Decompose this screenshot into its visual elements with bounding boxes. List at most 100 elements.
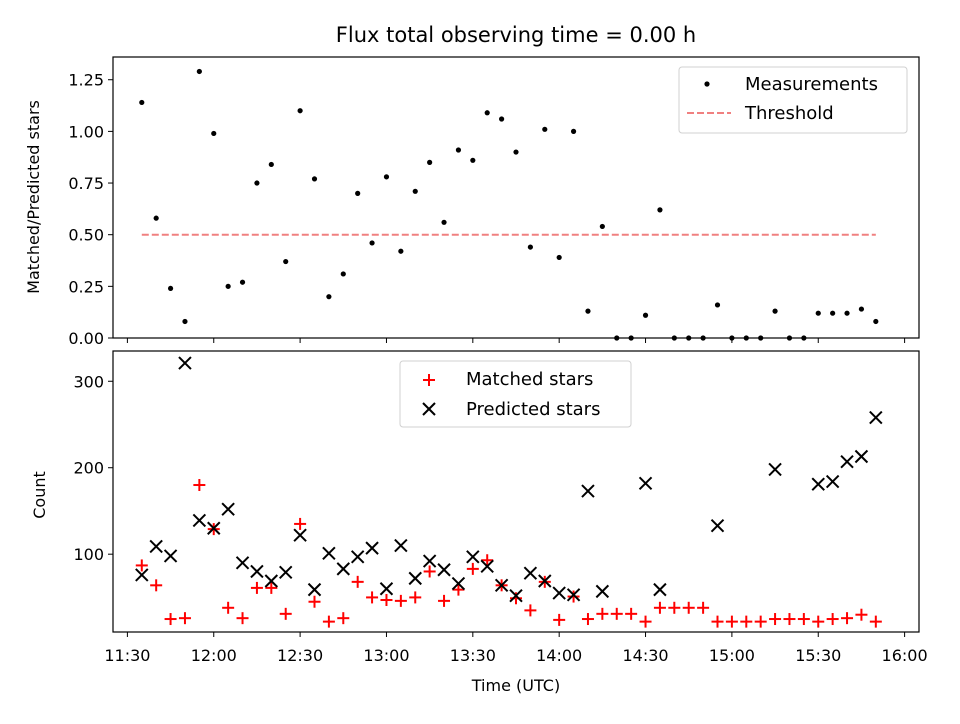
ratio-legend: Measurements Threshold — [678, 66, 908, 134]
x-tick-label: 14:00 — [536, 646, 582, 665]
matched-stars-point — [553, 613, 566, 626]
measurement-point — [844, 310, 850, 316]
matched-stars-point — [668, 601, 681, 614]
matched-stars-point — [236, 612, 249, 625]
matched-stars-point — [380, 594, 393, 607]
predicted-stars-point — [307, 582, 322, 597]
matched-stars-point — [812, 615, 825, 628]
predicted-stars-point — [494, 578, 509, 593]
predicted-stars-point — [437, 563, 451, 577]
predicted-stars-point — [825, 474, 840, 489]
matched-stars-point — [438, 594, 451, 607]
predicted-stars-point — [422, 554, 437, 568]
matched-stars-point — [783, 613, 796, 626]
y-tick-label-ratio: 0.00 — [68, 329, 104, 348]
matched-stars-point — [610, 607, 623, 620]
predicted-stars-point — [322, 546, 336, 561]
measurement-point — [326, 294, 332, 300]
matched-stars-point — [797, 613, 810, 626]
measurement-point — [153, 215, 159, 221]
matched-stars-point — [769, 613, 782, 626]
measurement-point — [455, 147, 462, 153]
measurement-point — [772, 308, 778, 314]
y-axis-label-ratio: Matched/Predicted stars — [24, 100, 43, 294]
matched-stars-point — [193, 479, 206, 492]
y-tick-label-count: 200 — [73, 459, 104, 478]
ratio-panel: Flux total observing time = 0.00 h Match… — [24, 23, 920, 348]
measurement-point — [211, 130, 217, 137]
predicted-stars-point — [149, 539, 163, 554]
measurement-point — [470, 157, 476, 163]
x-tick-label: 12:00 — [191, 646, 237, 665]
count-plot-frame — [112, 350, 920, 633]
matched-stars-point — [855, 608, 868, 621]
matched-stars-point — [250, 581, 263, 594]
predicted-stars-point — [552, 586, 566, 600]
y-axis-label-count: Count — [30, 471, 49, 519]
measurement-point — [139, 99, 145, 106]
y-tick-label-ratio: 0.50 — [68, 226, 104, 245]
measurement-point — [225, 283, 231, 289]
predicted-stars-point — [595, 584, 610, 599]
predicted-stars-point — [581, 484, 595, 498]
ratio-legend-box — [678, 66, 908, 134]
measurement-point — [340, 271, 346, 277]
predicted-stars-point — [235, 556, 250, 570]
measurement-point — [815, 310, 821, 316]
measurement-point — [642, 312, 649, 318]
matched-stars-point — [740, 615, 753, 628]
legend-predicted-marker — [422, 402, 436, 416]
matched-stars-point — [524, 604, 537, 617]
x-tick-label: 15:30 — [795, 646, 841, 665]
matched-stars-point — [394, 594, 407, 607]
predicted-stars-point — [811, 477, 825, 491]
measurement-point — [167, 285, 174, 292]
x-tick-label: 16:00 — [882, 646, 928, 665]
predicted-stars-point — [279, 565, 293, 580]
predicted-stars-point — [638, 476, 653, 490]
y-tick-label-count: 300 — [73, 372, 104, 391]
predicted-stars-point — [408, 571, 422, 586]
matched-stars-point — [366, 591, 379, 604]
count-panel: Count Time (UTC) 100 200 300 11:30 12:00 12:3… — [30, 350, 928, 695]
predicted-stars-point — [451, 576, 466, 591]
predicted-stars-point — [840, 454, 854, 469]
matched-stars-point — [653, 601, 666, 614]
measurement-point — [499, 116, 505, 122]
predicted-stars-point — [480, 559, 494, 573]
measurement-point — [873, 318, 879, 325]
measurement-point — [858, 306, 865, 312]
y-tick-label-ratio: 0.25 — [68, 277, 104, 296]
predicted-stars-point — [379, 582, 394, 596]
predicted-stars-point — [653, 582, 667, 597]
predicted-stars-point — [466, 550, 480, 564]
matched-stars-point — [481, 554, 494, 567]
predicted-stars-point — [394, 538, 408, 553]
count-axes: 100 200 300 11:30 12:00 12:30 13:00 13:30 14:00 1… — [73, 372, 927, 665]
measurement-point — [268, 161, 274, 168]
matched-stars-point — [222, 601, 235, 614]
predicted-stars-point — [566, 588, 581, 602]
matched-stars-point — [150, 579, 163, 592]
measurement-point — [182, 318, 188, 325]
measurement-point — [542, 126, 548, 132]
predicted-stars-point — [250, 564, 264, 579]
matched-stars-point — [581, 613, 594, 626]
matched-stars-point — [697, 601, 710, 614]
matched-stars-point — [409, 591, 422, 604]
measurement-point — [355, 190, 361, 196]
predicted-stars-point — [538, 574, 552, 588]
predicted-stars-point — [523, 566, 538, 580]
x-axis-label: Time (UTC) — [471, 676, 560, 695]
count-marks — [135, 356, 883, 628]
matched-stars-point — [265, 581, 278, 594]
measurement-point — [239, 279, 246, 285]
predicted-stars-point — [869, 410, 883, 425]
matched-stars-point — [452, 583, 465, 596]
legend-threshold-label: Threshold — [744, 103, 834, 124]
predicted-stars-point — [293, 528, 307, 542]
legend-measurements-marker — [704, 81, 710, 87]
predicted-stars-point — [163, 549, 178, 563]
matched-stars-point — [826, 613, 839, 626]
matched-stars-point — [423, 565, 436, 578]
